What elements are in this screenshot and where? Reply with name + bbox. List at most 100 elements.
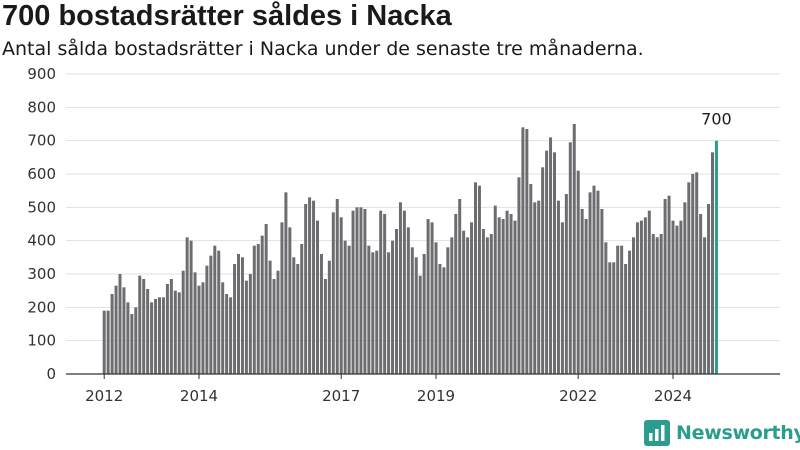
bar [169, 279, 173, 374]
x-tick-label: 2019 [417, 387, 455, 405]
y-tick-label: 100 [27, 332, 56, 350]
bar [604, 242, 608, 374]
bar [363, 209, 367, 374]
bar [588, 192, 592, 374]
newsworthy-brand: Newsworthy [644, 419, 800, 447]
bar [679, 220, 683, 374]
y-tick-label: 400 [27, 232, 56, 250]
bar [288, 227, 292, 374]
bar [316, 220, 319, 374]
bar [122, 287, 126, 374]
bar [209, 255, 213, 374]
bar [438, 264, 442, 374]
bar [477, 185, 481, 374]
bar [201, 282, 205, 374]
bar [134, 307, 138, 374]
y-tick-label: 600 [27, 165, 56, 183]
bar [217, 250, 221, 374]
y-axis-tick-labels: 0 100 200 300 400 500 600 700 800 900 [27, 65, 56, 383]
bar-series [102, 124, 718, 374]
bar [130, 314, 134, 374]
bar [339, 217, 343, 374]
bar [256, 244, 260, 374]
bar [300, 244, 304, 374]
bar [450, 237, 454, 374]
bar [671, 220, 675, 374]
bar [592, 185, 596, 374]
bar-highlighted [714, 140, 718, 374]
bar [138, 275, 142, 374]
bar [655, 237, 659, 374]
bar [422, 254, 426, 374]
bar [292, 257, 296, 374]
bar [233, 264, 237, 374]
x-axis-tick-labels: 2012 2014 2017 2019 2022 2024 [85, 374, 692, 405]
bar [158, 297, 161, 374]
bar [572, 124, 576, 374]
bar [142, 279, 146, 374]
bar [359, 207, 363, 374]
bar [430, 222, 434, 374]
bar [165, 284, 169, 374]
bar [406, 227, 410, 374]
x-tick-label: 2017 [322, 387, 360, 405]
bar [252, 245, 256, 374]
bar [608, 262, 612, 374]
bar [418, 275, 422, 374]
bar [517, 177, 521, 374]
bar [474, 182, 477, 374]
bar [541, 167, 545, 374]
bar [537, 200, 541, 374]
bar [240, 257, 244, 374]
bar [462, 230, 466, 374]
bar [367, 245, 371, 374]
bar [331, 212, 335, 374]
bar [323, 279, 327, 374]
bar [327, 260, 331, 374]
bar [505, 210, 509, 374]
bar [553, 152, 556, 374]
bar [711, 152, 714, 374]
bar [284, 192, 288, 374]
bar [703, 237, 707, 374]
bar [280, 222, 284, 374]
bar [189, 240, 193, 374]
bar [564, 194, 568, 374]
bar [434, 242, 438, 374]
bar [470, 222, 474, 374]
bar [296, 264, 300, 374]
bar [319, 254, 323, 374]
bar [221, 282, 225, 374]
bar [485, 237, 489, 374]
bar [371, 252, 375, 374]
bar [391, 240, 395, 374]
bar [383, 214, 387, 374]
bar [651, 234, 655, 374]
bar [237, 254, 240, 374]
y-tick-label: 200 [27, 298, 56, 316]
bar [699, 214, 703, 374]
bar [647, 210, 651, 374]
bar [118, 274, 122, 374]
bar [102, 310, 106, 374]
y-tick-label: 0 [46, 365, 56, 383]
bar [260, 235, 264, 374]
bar [395, 229, 398, 374]
bar [497, 217, 501, 374]
y-tick-label: 500 [27, 198, 56, 216]
bar [580, 209, 584, 374]
bar [596, 190, 600, 374]
bar [410, 247, 414, 374]
bar [177, 292, 181, 374]
bar [529, 184, 533, 374]
bar [568, 142, 572, 374]
bar [695, 172, 699, 374]
bar [272, 279, 276, 374]
bar [347, 245, 351, 374]
bar [126, 302, 130, 374]
bar [244, 280, 248, 374]
bar [493, 205, 497, 374]
bar [549, 137, 553, 374]
bar [181, 270, 185, 374]
